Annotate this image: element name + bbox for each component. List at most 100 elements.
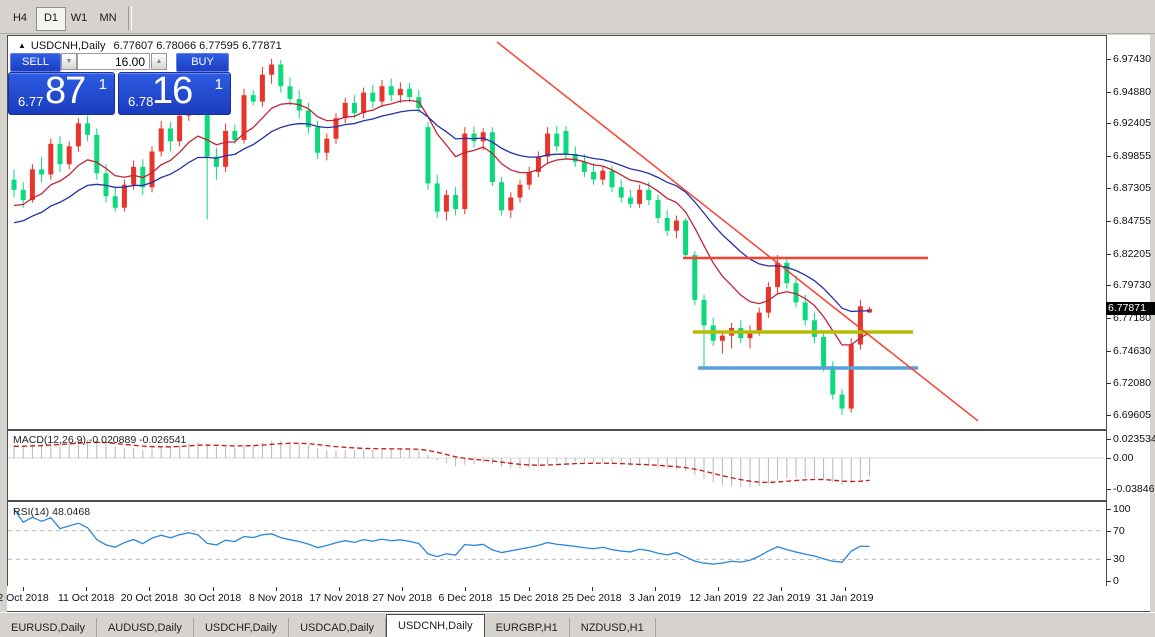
price-axis-label: 6.97430 [1113,53,1151,65]
date-axis-label: 8 Nov 2018 [248,592,303,604]
price-axis-label: 6.79730 [1113,279,1151,292]
price-axis-tick [1106,253,1111,255]
chart-tab-usdcnh-daily[interactable]: USDCNH,Daily [386,614,485,637]
buy-price-sup: 1 [214,76,223,93]
rsi-canvas[interactable] [8,502,1104,584]
date-axis-tick [339,587,340,591]
chart-tab-eurusd-daily[interactable]: EURUSD,Daily [0,618,97,637]
date-axis-tick [149,587,151,591]
date-axis-label: 31 Jan 2019 [815,592,874,604]
rsi-label: RSI(14) 48.0468 [13,506,91,518]
price-axis-label: 6.94880 [1113,85,1151,98]
price-chart-canvas[interactable] [8,36,1104,427]
macd-label: MACD(12,26,9) -0.020889 -0.026541 [13,434,187,446]
date-axis-label: 20 Oct 2018 [120,592,178,604]
date-axis-label: 2 Oct 2018 [0,592,49,604]
date-axis-tick [402,587,404,591]
chart-ohlc-values: 6.77607 6.78066 6.77595 6.77871 [113,40,282,52]
price-axis-tick [1106,59,1111,60]
macd-axis-tick [1106,458,1111,459]
date-axis-label: 22 Jan 2019 [752,592,811,604]
buy-price-panel[interactable]: 6.78 16 1 [118,70,231,115]
rsi-axis-tick [1106,559,1111,561]
timeframe-button-d1[interactable]: D1 [36,7,66,31]
price-axis-label: 6.74630 [1113,344,1151,357]
sell-price-panel[interactable]: 6.77 87 1 [8,70,115,115]
timeframe-toolbar: H4 D1 W1 MN [0,3,1155,34]
date-axis-tick [86,587,88,591]
date-axis-label: 12 Jan 2019 [689,592,748,604]
one-click-trading-panel: SELL ▼ ▲ BUY 6.77 87 1 6.78 16 1 [8,53,231,115]
date-axis-tick [23,587,24,591]
timeframe-button-mn[interactable]: MN [99,12,117,24]
price-axis-label: 6.87305 [1113,182,1151,195]
date-axis-label: 3 Jan 2019 [629,592,681,604]
rsi-axis-tick [1106,509,1111,510]
chart-tab-bar: EURUSD,Daily AUDUSD,Daily USDCHF,Daily USDC… [0,612,1155,637]
buy-button[interactable]: BUY [176,53,229,72]
price-axis-tick [1106,221,1111,223]
macd-axis-tick [1106,439,1111,441]
rsi-axis-tick [1106,581,1111,582]
date-axis-label: 17 Nov 2018 [309,592,369,604]
macd-axis-label: -0.038466 [1113,483,1155,495]
date-axis-label: 6 Dec 2018 [438,592,493,604]
chart-tab-audusd-daily[interactable]: AUDUSD,Daily [97,618,194,637]
price-axis-label: 6.89855 [1113,149,1151,162]
price-axis-label: 6.69605 [1113,408,1151,421]
chart-tab-eurgbp-h1[interactable]: EURGBP,H1 [485,618,570,637]
chart-title: ▲ USDCNH,Daily 6.77607 6.78066 6.77595 6.7… [18,40,282,52]
price-axis-label: 6.84755 [1113,215,1151,228]
collapse-panel-icon[interactable]: ▲ [18,41,26,50]
price-axis-tick [1106,285,1111,287]
price-axis-tick [1106,188,1111,190]
volume-input[interactable] [77,53,150,70]
rsi-axis-label: 70 [1113,524,1125,537]
rsi-axis-label: 0 [1113,575,1119,587]
timeframe-button-w1[interactable]: W1 [70,12,88,24]
sell-button[interactable]: SELL [10,53,61,72]
volume-increase-icon[interactable]: ▲ [151,53,167,70]
right-axis-background [1106,35,1150,612]
price-axis-tick [1106,123,1111,125]
date-axis-label: 27 Nov 2018 [372,592,432,604]
chart-tab-nzdusd-h1[interactable]: NZDUSD,H1 [570,618,656,637]
date-axis-tick [844,587,846,591]
macd-value-main: -0.020889 [88,434,137,446]
toolbar-separator [128,6,132,30]
date-axis-tick [781,587,783,591]
timeframe-button-h4[interactable]: H4 [12,12,28,24]
price-axis-tick [1106,350,1111,352]
date-axis-label: 25 Dec 2018 [562,592,622,604]
date-axis-tick [718,587,720,591]
current-price-tag: 6.77871 [1106,302,1155,316]
date-axis-label: 15 Dec 2018 [498,592,559,604]
price-axis-label: 6.82205 [1113,247,1151,260]
chart-tab-usdcad-daily[interactable]: USDCAD,Daily [289,618,387,637]
sell-price-small: 6.77 [18,94,44,109]
buy-price-small: 6.78 [128,94,154,109]
date-axis-tick [655,587,656,591]
rsi-indicator-pane[interactable] [7,501,1107,587]
date-axis-tick [465,587,467,591]
date-axis-tick [275,587,277,591]
macd-indicator-pane[interactable] [7,430,1107,501]
macd-axis-tick [1106,489,1111,490]
rsi-axis-tick [1106,530,1111,532]
macd-axis-label: 0.00 [1113,452,1134,464]
price-axis-label: 6.72080 [1113,377,1151,390]
date-axis-label: 11 Oct 2018 [57,592,115,604]
rsi-axis-label: 100 [1113,503,1131,515]
macd-axis-label: 0.023534 [1113,433,1155,446]
price-axis-tick [1106,317,1111,319]
chart-tab-usdchf-daily[interactable]: USDCHF,Daily [194,618,290,637]
sell-price-sup: 1 [98,76,107,93]
date-axis-label: 30 Oct 2018 [183,592,242,604]
volume-decrease-icon[interactable]: ▼ [61,53,77,70]
sell-price-big: 87 [45,70,86,112]
macd-canvas[interactable] [8,431,1104,498]
date-axis-tick [212,587,214,591]
rsi-axis-label: 30 [1113,553,1125,566]
price-axis-tick [1106,383,1111,385]
date-axis-tick [528,587,530,591]
